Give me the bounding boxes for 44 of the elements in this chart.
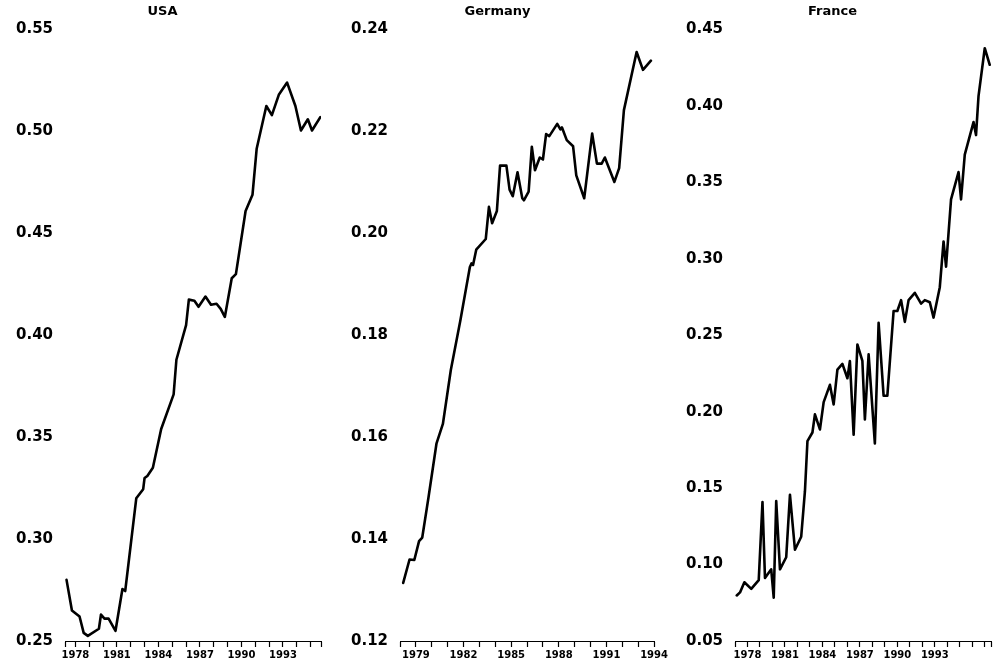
y-tick-label: 0.30 (685, 248, 724, 267)
x-tick-label: 1981 (771, 648, 799, 660)
y-tick-label: 0.40 (15, 325, 54, 344)
x-tick-label: 1984 (144, 648, 173, 660)
x-tick-label: 1993 (920, 648, 949, 660)
x-tick-label: 1984 (808, 648, 837, 660)
y-tick-label: 0.45 (685, 19, 724, 38)
y-tick-label: 0.22 (350, 121, 389, 140)
y-tick-label: 0.14 (350, 528, 389, 547)
x-tick-label: 1982 (449, 648, 478, 660)
x-tick-label: 1990 (227, 648, 256, 660)
y-tick-label: 0.45 (15, 223, 54, 242)
x-tick-label: 1987 (186, 648, 214, 660)
x-tick-label: 1993 (269, 648, 297, 660)
y-tick-label: 0.20 (350, 223, 389, 242)
y-tick-label: 0.35 (685, 172, 724, 191)
x-tick-label: 1985 (497, 648, 526, 660)
y-tick-label: 0.24 (350, 19, 389, 38)
y-tick-label: 0.10 (685, 554, 724, 573)
y-tick-label: 0.05 (685, 630, 724, 649)
y-tick-label: 0.35 (15, 427, 54, 446)
x-tick-label: 1991 (592, 648, 621, 660)
x-tick-label: 1981 (102, 648, 131, 660)
y-tick-label: 0.16 (350, 427, 389, 446)
chart-title: Germany (464, 3, 531, 19)
y-tick-label: 0.30 (15, 528, 54, 547)
y-tick-label: 0.50 (15, 121, 54, 140)
y-tick-label: 0.40 (685, 95, 724, 114)
x-tick-label: 1987 (845, 648, 874, 660)
x-tick-label: 1988 (544, 648, 573, 660)
chart-title: France (807, 3, 858, 19)
x-tick-label: 1979 (401, 648, 430, 660)
x-tick-label: 1990 (883, 648, 912, 660)
x-tick-label: 1978 (733, 648, 762, 660)
x-tick-label: 1994 (640, 648, 669, 660)
y-tick-label: 0.25 (685, 325, 724, 344)
y-tick-label: 0.15 (685, 478, 724, 497)
y-tick-label: 0.18 (350, 325, 389, 344)
chart-title: USA (147, 3, 178, 19)
y-tick-label: 0.25 (15, 630, 54, 649)
y-tick-label: 0.20 (685, 401, 724, 420)
y-tick-label: 0.55 (15, 19, 54, 38)
x-tick-label: 1978 (61, 648, 90, 660)
y-tick-label: 0.12 (350, 630, 389, 649)
